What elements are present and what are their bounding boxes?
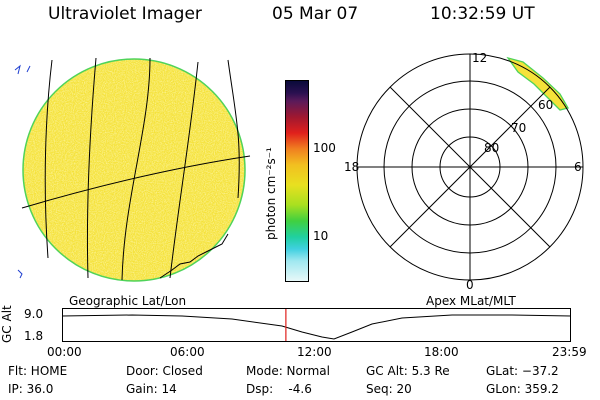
status-glon: GLon: 359.2 — [486, 382, 559, 396]
status-dsp: Dsp: -4.6 — [246, 382, 312, 396]
disk-limb — [22, 58, 246, 282]
altitude-curve — [62, 314, 572, 340]
instrument-title: Ultraviolet Imager — [48, 4, 202, 24]
polar-caption: Apex MLat/MLT — [426, 294, 516, 308]
mlt-label-18: 18 — [344, 160, 359, 174]
status-ip: IP: 36.0 — [8, 382, 54, 396]
geographic-disk-image — [14, 57, 251, 282]
status-flt: Flt: HOME — [8, 364, 68, 378]
mlat-label-80: 80 — [484, 141, 499, 155]
coastline-land — [159, 233, 229, 279]
time-label: 10:32:59 UT — [430, 4, 535, 24]
status-mode: Mode: Normal — [246, 364, 330, 378]
timeline-xtick-1200: 12:00 — [297, 345, 332, 359]
status-gain: Gain: 14 — [126, 382, 177, 396]
geographic-caption: Geographic Lat/Lon — [69, 294, 187, 308]
geo-grid — [21, 57, 251, 281]
mlt-label-0: 0 — [466, 278, 474, 292]
colorbar-unit-label: photon cm⁻²s⁻¹ — [264, 147, 278, 240]
mlt-label-12: 12 — [472, 51, 487, 65]
mlat-label-60: 60 — [538, 98, 553, 112]
timeline-ytick-high: 9.0 — [24, 307, 44, 321]
date-label: 05 Mar 07 — [272, 4, 359, 24]
altitude-timeline — [62, 308, 572, 342]
polar-plot: 12 18 6 0 60 70 80 — [344, 51, 584, 292]
status-glat: GLat: −37.2 — [486, 364, 559, 378]
mlt-label-6: 6 — [574, 160, 582, 174]
colorbar-tick-100: 100 — [313, 141, 336, 155]
timeline-ytick-low: 1.8 — [24, 329, 44, 343]
colorbar — [285, 80, 309, 282]
timeline-xtick-0600: 06:00 — [170, 345, 205, 359]
status-gcalt: GC Alt: 5.3 Re — [366, 364, 450, 378]
diagonal-line-2 — [389, 86, 551, 248]
coastline — [14, 64, 31, 279]
timeline-xtick-0000: 00:00 — [47, 345, 82, 359]
mlat-label-70: 70 — [511, 121, 526, 135]
colorbar-tick-10: 10 — [313, 229, 329, 243]
status-seq: Seq: 20 — [366, 382, 412, 396]
timeline-ylabel: GC Alt — [0, 305, 14, 343]
timeline-xtick-2359: 23:59 — [552, 345, 587, 359]
timeline-xtick-1800: 18:00 — [424, 345, 459, 359]
auroral-oval — [506, 56, 569, 111]
status-door: Door: Closed — [126, 364, 203, 378]
